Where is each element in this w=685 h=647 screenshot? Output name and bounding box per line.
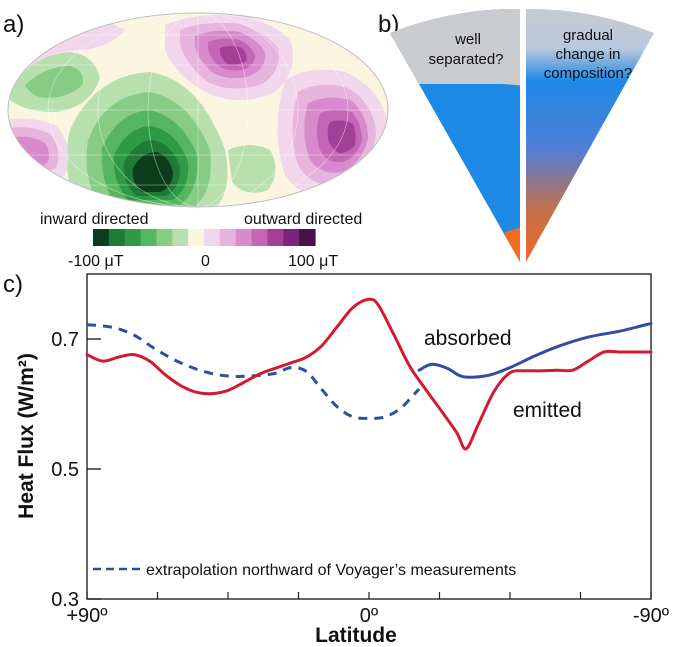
colorbar-swatch: [93, 229, 110, 246]
series-absorbed-extrapolation-line: [86, 323, 421, 420]
x-axis-title: Latitude: [315, 624, 397, 647]
gradual-change-line2: change in: [555, 46, 620, 63]
colorbar-swatch: [124, 229, 142, 246]
colorbar-swatch: [235, 229, 253, 246]
colorbar-swatch: [108, 229, 126, 246]
series-label-absorbed: absorbed: [424, 327, 512, 350]
inward-directed-label: inward directed: [40, 211, 149, 228]
wedge-left-core: [505, 226, 520, 263]
series-label-emitted: emitted: [513, 399, 582, 422]
series-emitted-line: [85, 297, 653, 451]
colorbar-swatch: [156, 229, 173, 246]
colorbar-swatch: [299, 229, 316, 246]
y-tick-label: 0.7: [51, 329, 79, 351]
colorbar-swatch: [204, 229, 221, 246]
y-tick-label: 0.5: [51, 459, 79, 481]
panel-c-label: c): [3, 271, 23, 298]
colorbar-swatch: [267, 229, 284, 246]
well-separated-line2: separated?: [428, 51, 503, 68]
plot-frame: [86, 273, 652, 600]
colorbar-swatch: [251, 229, 269, 246]
heat-flux-chart: 0.7 0.5 0.3 +90º 0º -90º absorbed emitted ex…: [15, 273, 670, 647]
gradual-change-line1: gradual: [563, 27, 613, 44]
colorbar-mid-label: 0: [201, 253, 210, 270]
y-axis-ticks: 0.7 0.5 0.3: [51, 329, 101, 611]
x-tick-label: 0º: [360, 605, 379, 627]
colorbar-min-label: -100 μT: [68, 253, 124, 270]
panel-b-label: b): [378, 11, 399, 38]
dashed-legend-text: extrapolation northward of Voyager’s mea…: [146, 562, 516, 579]
y-tick-label: 0.3: [51, 589, 79, 611]
x-tick-label: -90º: [633, 605, 670, 627]
outward-directed-label: outward directed: [244, 211, 362, 228]
colorbar-swatch: [172, 229, 189, 246]
panel-a-label: a): [3, 11, 24, 38]
y-axis-title: Heat Flux (W/m²): [15, 353, 38, 519]
magnetic-field-map: [7, 12, 389, 208]
colorbar-swatch: [219, 229, 237, 246]
colorbar-swatch: [140, 229, 158, 246]
gradual-change-line3: composition?: [544, 65, 632, 82]
series-absorbed-line: [417, 321, 653, 379]
colorbar-swatch: [283, 229, 300, 246]
colorbar: [93, 229, 316, 246]
well-separated-line1: well: [454, 31, 481, 48]
interior-wedge-left: [390, 8, 520, 263]
colorbar-swatch: [188, 229, 205, 246]
x-axis-ticks: +90º 0º -90º: [66, 592, 670, 627]
colorbar-max-label: 100 μT: [288, 253, 338, 270]
chart-series: [85, 297, 653, 451]
x-tick-label: +90º: [66, 605, 108, 627]
